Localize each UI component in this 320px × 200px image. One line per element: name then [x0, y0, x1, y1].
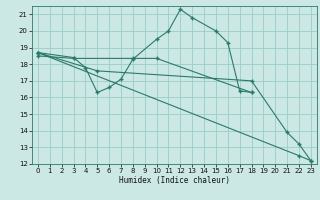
X-axis label: Humidex (Indice chaleur): Humidex (Indice chaleur) — [119, 176, 230, 185]
